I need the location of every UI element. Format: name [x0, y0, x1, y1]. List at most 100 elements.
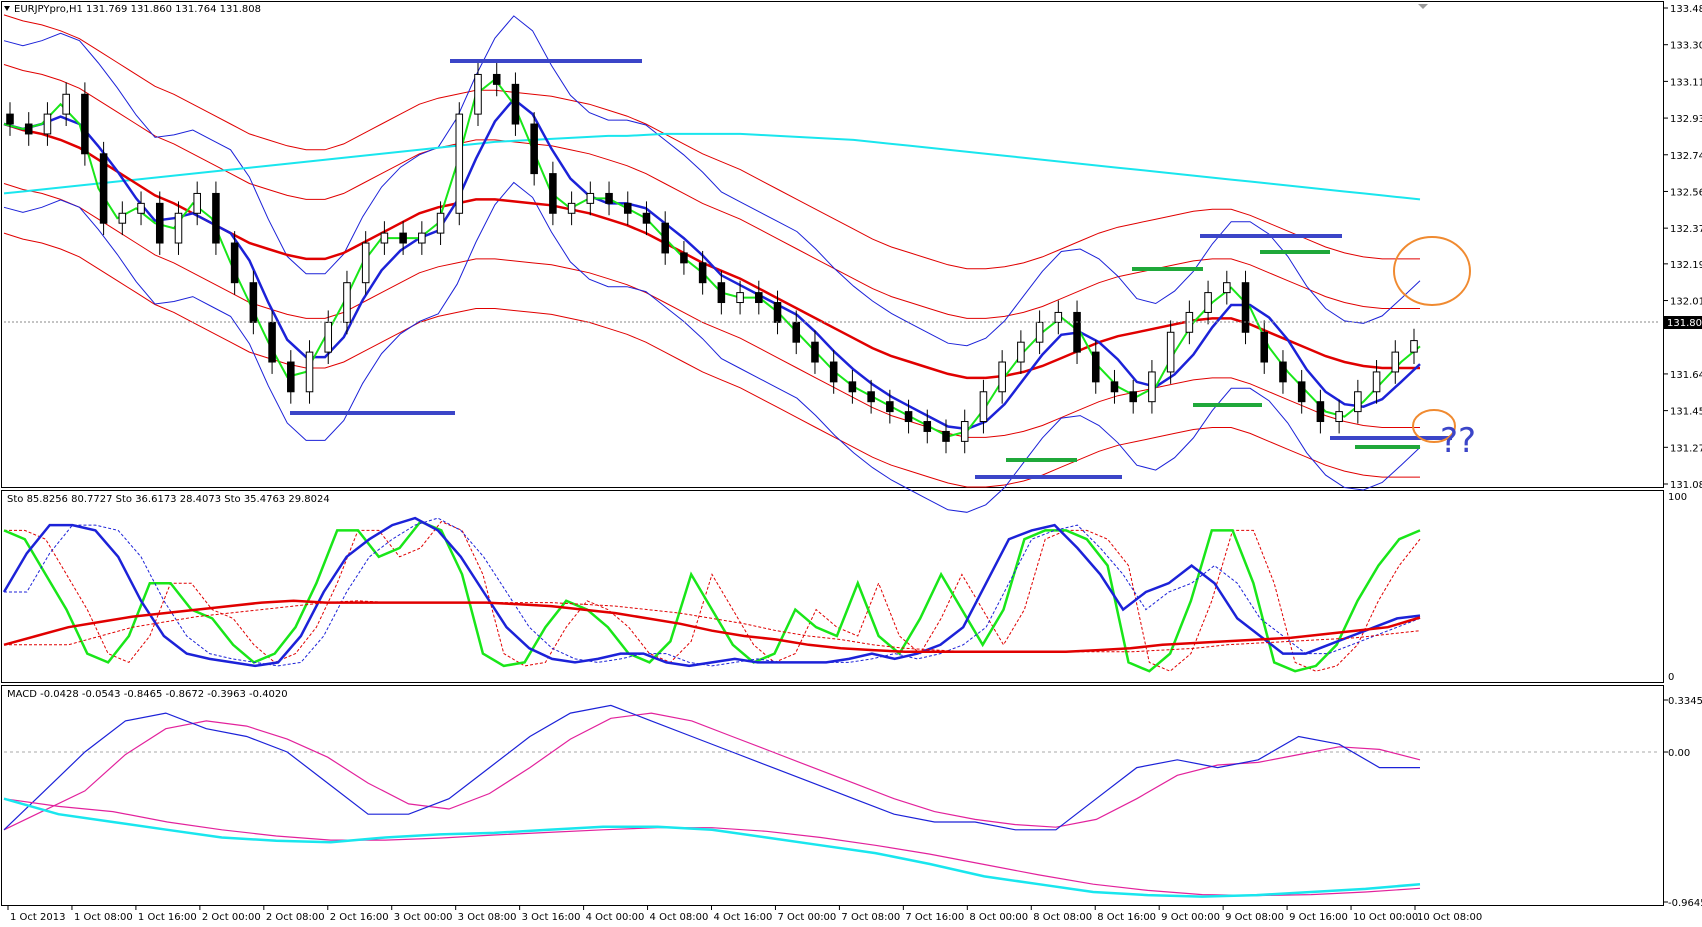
macd-header: MACD -0.0428 -0.0543 -0.8465 -0.8672 -0.…	[7, 689, 288, 700]
candle	[661, 211, 669, 265]
candle-body	[661, 222, 669, 254]
candle-body	[62, 93, 70, 115]
time-tick-label: 7 Oct 08:00	[841, 912, 900, 923]
candle-body	[605, 192, 613, 204]
blue-moving-average	[3, 97, 1421, 431]
sto-panel[interactable]	[1, 490, 1664, 683]
candle	[1335, 399, 1343, 434]
candle-body	[324, 321, 333, 353]
candle-body	[1410, 340, 1418, 353]
time-tick-label: 3 Oct 16:00	[522, 912, 581, 923]
candle	[1054, 300, 1063, 335]
candle	[998, 350, 1006, 404]
candle	[979, 379, 988, 434]
price-tick-label: 132.745	[1670, 151, 1702, 162]
candle	[567, 191, 576, 226]
candle-body	[1204, 292, 1212, 313]
candle	[960, 409, 969, 454]
candle	[1204, 280, 1212, 325]
time-tick-label: 1 Oct 08:00	[74, 912, 133, 923]
time-tick-label: 2 Oct 16:00	[330, 912, 389, 923]
candle	[886, 389, 894, 424]
candle-body	[1129, 391, 1137, 403]
red-envelope-upper-inner	[3, 64, 1420, 319]
candle-body	[474, 73, 482, 115]
candle	[1354, 379, 1362, 424]
blue-band-upper	[3, 15, 1421, 347]
time-tick-label: 4 Oct 16:00	[714, 912, 773, 923]
candle	[81, 82, 89, 166]
orange-circle-upper	[1393, 236, 1471, 306]
candle	[605, 181, 613, 216]
candle	[174, 201, 183, 255]
candle-body	[1279, 361, 1287, 383]
macd-panel[interactable]	[1, 685, 1664, 906]
candle-body	[193, 192, 201, 214]
candle	[361, 231, 370, 295]
candle-body	[1372, 371, 1381, 393]
price-tick-label: 133.485	[1670, 4, 1702, 15]
candle-body	[287, 361, 295, 393]
sto-tick-label: 100	[1668, 492, 1687, 503]
candle-body	[567, 202, 576, 214]
time-tick-label: 9 Oct 00:00	[1161, 912, 1220, 923]
candle-body	[1166, 331, 1175, 373]
candle	[474, 62, 482, 127]
time-tick-label: 3 Oct 00:00	[394, 912, 453, 923]
candle	[829, 350, 838, 394]
candle-body	[1335, 411, 1343, 423]
candle-body	[1297, 381, 1306, 403]
time-tick-label: 7 Oct 16:00	[905, 912, 964, 923]
candle	[399, 221, 407, 255]
candle-body	[717, 282, 726, 304]
candle	[380, 221, 389, 255]
candle-body	[698, 262, 707, 284]
candle	[1372, 360, 1381, 404]
time-tick-label: 1 Oct 16:00	[138, 912, 197, 923]
price-tick-label: 133.115	[1670, 77, 1702, 88]
candle	[118, 201, 127, 236]
macd-tick-label: 0.3345	[1668, 696, 1702, 707]
candle-body	[455, 113, 464, 214]
candle	[811, 330, 819, 374]
candle-body	[792, 321, 801, 343]
price-tick-label: 131.085	[1670, 480, 1702, 491]
time-tick-label: 8 Oct 08:00	[1033, 912, 1092, 923]
candle-body	[886, 401, 894, 413]
candle-body	[43, 113, 52, 135]
candle-body	[960, 421, 969, 442]
candle-body	[736, 292, 744, 304]
price-tick-label: 132.930	[1670, 114, 1702, 125]
candle-body	[137, 202, 145, 214]
time-tick-label: 9 Oct 16:00	[1289, 912, 1348, 923]
time-tick-label: 1 Oct 2013	[10, 912, 65, 923]
candle-body	[1354, 391, 1362, 413]
sto-header: Sto 85.8256 80.7727 Sto 36.6173 28.4073 …	[7, 494, 330, 505]
macd-main-line	[3, 704, 1420, 831]
bid-price-box	[1664, 316, 1702, 329]
candle	[511, 72, 520, 136]
time-tick-label: 4 Oct 08:00	[650, 912, 709, 923]
candle	[1091, 340, 1100, 394]
candle	[923, 409, 932, 444]
sto-slow-main	[3, 599, 1421, 654]
time-tick-label: 8 Oct 00:00	[969, 912, 1028, 923]
candle	[1166, 320, 1175, 384]
price-tick-label: 131.640	[1670, 370, 1702, 381]
candle-body	[1260, 331, 1269, 363]
candle-body	[811, 341, 819, 363]
candle	[642, 201, 651, 236]
candle-body	[380, 232, 389, 244]
candle-body	[755, 292, 763, 304]
candle-body	[118, 212, 127, 224]
time-tick-label: 2 Oct 08:00	[266, 912, 325, 923]
candle-body	[212, 192, 220, 244]
candle	[455, 102, 464, 226]
price-tick-label: 132.560	[1670, 187, 1702, 198]
candle-body	[904, 411, 913, 423]
candle-body	[942, 430, 950, 442]
time-tick-label: 9 Oct 08:00	[1225, 912, 1284, 923]
price-tick-label: 131.455	[1670, 407, 1702, 418]
candle	[1073, 300, 1081, 365]
